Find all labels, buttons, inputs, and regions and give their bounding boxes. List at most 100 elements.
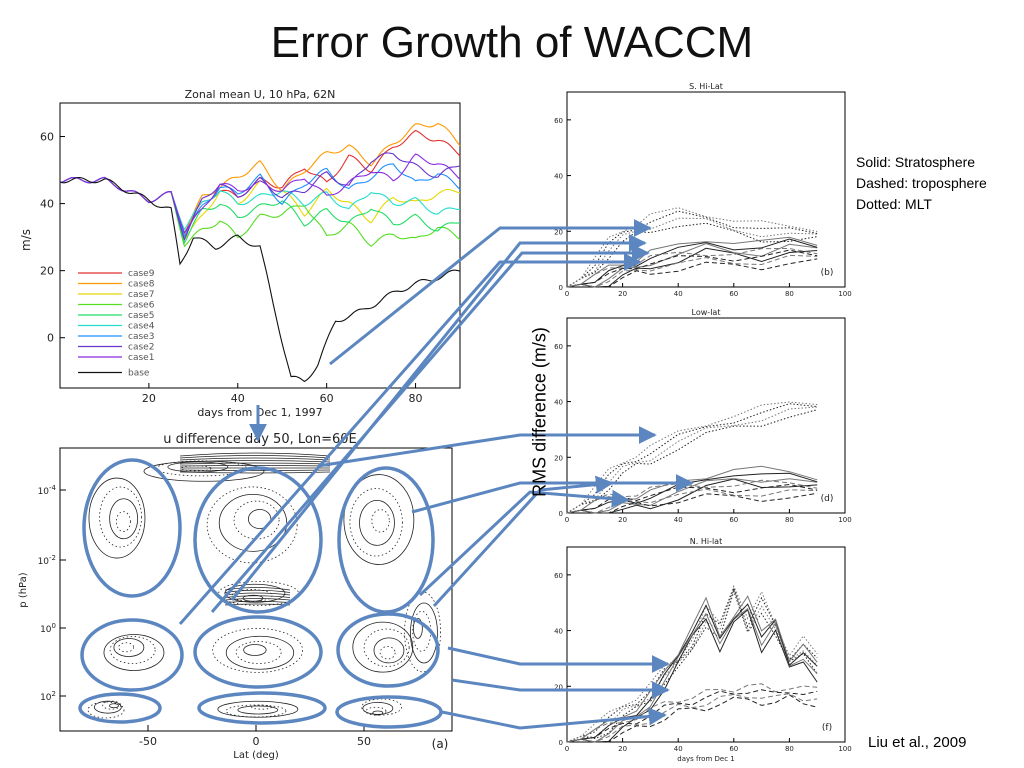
rms-axis-label: RMS difference (m/s): [529, 327, 550, 497]
rms-xtick-label: 40: [674, 290, 683, 298]
annotation-ellipse: [78, 692, 162, 724]
contour-line: [179, 462, 331, 465]
contour-line: [224, 598, 291, 601]
contour-line: [237, 705, 279, 715]
rms-xtick-label: 60: [729, 290, 738, 298]
rms-series-dotted: [566, 406, 818, 514]
udiff-xtick-label: 0: [253, 735, 260, 748]
contour-line: [371, 509, 390, 533]
rms-ytick-label: 20: [554, 683, 563, 691]
rms-series-dashed: [566, 683, 818, 743]
contour-line: [352, 621, 414, 673]
contour-line: [206, 486, 298, 564]
contour-line: [235, 641, 282, 664]
rms-series-dashed: [566, 249, 818, 288]
rms-series-dashed: [566, 483, 818, 514]
rms-xtick-label: 0: [565, 516, 569, 524]
udiff-title: u difference day 50, Lon=60E: [163, 432, 356, 447]
rms-panel-label: (b): [821, 268, 834, 278]
rms-ytick-label: 20: [554, 228, 563, 236]
note-dotted: Dotted: MLT: [856, 196, 932, 212]
udiff-xlabel: Lat (deg): [233, 750, 279, 761]
rms-series-dashed: [566, 694, 818, 743]
contour-line: [179, 452, 331, 457]
annotation-arrow: [441, 707, 667, 730]
zonal-xlabel: days from Dec 1, 1997: [197, 406, 322, 419]
rms-xtick-label: 60: [729, 745, 738, 753]
rms-ytick-label: 0: [559, 510, 563, 518]
zonal-ytick-label: 40: [40, 198, 54, 211]
annotation-arrow: [178, 253, 642, 625]
line-style-note: Solid: Stratosphere Dashed: troposphere …: [856, 152, 987, 215]
udiff-ytick-label: 100: [40, 622, 56, 635]
zonal-series-group: [59, 122, 461, 383]
rms-series-dashed: [566, 689, 818, 743]
contour-line: [109, 703, 119, 709]
zonal-xtick-label: 60: [320, 392, 334, 405]
contour-line: [113, 638, 145, 657]
udiff-ytick-label: 10-4: [38, 484, 57, 497]
rms-ytick-label: 0: [559, 739, 563, 747]
contour-line: [379, 646, 396, 660]
rms-xtick-label: 40: [674, 745, 683, 753]
rms-ytick-label: 60: [554, 572, 563, 580]
note-dashed: Dashed: troposphere: [856, 175, 987, 191]
zonal-ytick-label: 20: [40, 265, 54, 278]
annotation-ellipse: [80, 618, 184, 692]
contour-line: [217, 700, 299, 718]
rms-series-dotted: [566, 403, 818, 514]
rms-ytick-label: 40: [554, 399, 563, 407]
zonal-xtick-label: 80: [409, 392, 423, 405]
annotation-arrow: [418, 489, 630, 597]
contour-line: [109, 636, 156, 664]
contour-line: [179, 457, 331, 461]
legend-label-case7: case7: [128, 290, 154, 300]
contour-line: [373, 637, 405, 664]
rms-series-dotted: [566, 409, 818, 514]
rms-ytick-label: 40: [554, 628, 563, 636]
rms-xtick-label: 100: [838, 516, 851, 524]
legend-label-case2: case2: [128, 343, 154, 353]
contour-line: [410, 602, 438, 664]
annotation-arrow: [329, 219, 652, 366]
contour-line: [87, 701, 125, 719]
rms-series-solid: [566, 607, 818, 743]
annotation-arrow: [317, 426, 657, 468]
zonal-ticks: 20 40 60 80 0 20 40 60: [40, 131, 423, 405]
rms-panel-label: (d): [821, 494, 834, 504]
annotation-ellipse: [193, 615, 323, 689]
rms-xtick-label: 60: [729, 516, 738, 524]
rms-series-dashed: [566, 488, 818, 514]
rms-xtick-label: 0: [565, 290, 569, 298]
contour-line: [359, 499, 395, 546]
legend-label-case6: case6: [128, 301, 155, 311]
legend-label-base: base: [128, 369, 150, 379]
contour-line: [179, 460, 331, 463]
rms-xtick-label: 40: [674, 516, 683, 524]
rms-ytick-label: 40: [554, 173, 563, 181]
udiff-ylabel: p (hPa): [18, 572, 29, 607]
rms-panel-lowlat: Low-lat (d) 0 20 40 60 80 100 0 20 40 60: [554, 308, 852, 524]
u-difference-chart: u difference day 50, Lon=60E p (hPa) Lat…: [18, 432, 453, 761]
annotation-ellipse: [197, 691, 327, 725]
annotation-arrow: [447, 646, 670, 673]
rms-title: Low-lat: [692, 308, 721, 317]
contour-line: [362, 701, 394, 715]
zonal-title: Zonal mean U, 10 hPa, 62N: [185, 88, 336, 101]
contour-line: [231, 589, 273, 602]
rms-series-solid: [566, 465, 818, 514]
rms-panel-shilat: S. Hi-Lat (b) 0 20 40 60 80 100 0 20 40 60: [554, 82, 852, 298]
legend-label-case1: case1: [128, 353, 154, 363]
annotation-layer: [78, 219, 694, 730]
contour-line: [412, 618, 423, 639]
rms-panels: S. Hi-Lat (b) 0 20 40 60 80 100 0 20 40 60 Low-lat (d…: [554, 82, 852, 763]
note-solid: Solid: Stratosphere: [856, 154, 976, 170]
annotation-arrow: [451, 678, 670, 699]
rms-panel-nhilat: N. Hi-lat (f) 0 20 40 60 80 100 0 20 40 60 days from…: [554, 537, 852, 763]
zonal-mean-chart: Zonal mean U, 10 hPa, 62N m/s days from …: [19, 88, 461, 419]
annotation-ellipse: [82, 458, 182, 598]
rms-ytick-label: 0: [559, 284, 563, 292]
udiff-ticks: -50 0 50 10-4 10-2 100 102: [38, 484, 371, 748]
contour-line: [225, 704, 287, 718]
